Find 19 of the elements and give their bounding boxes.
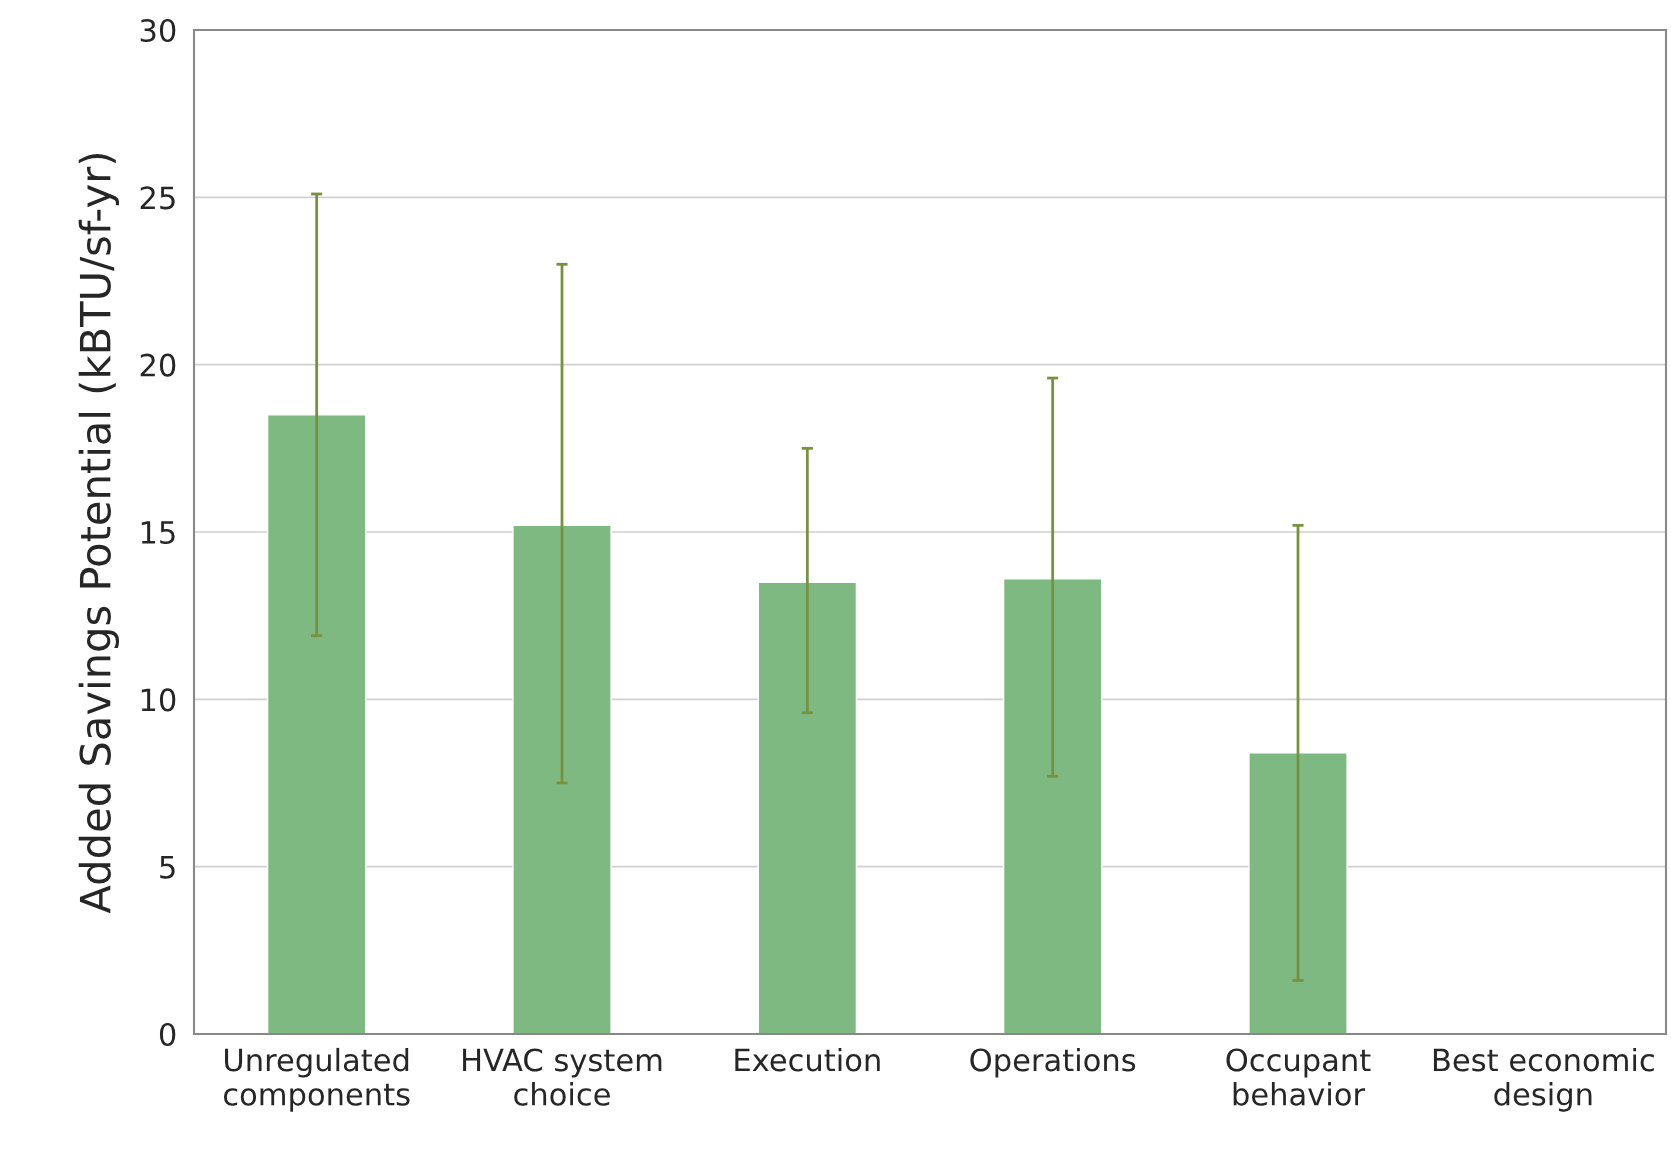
bar (757, 581, 858, 1034)
y-tick-label: 25 (140, 186, 175, 210)
y-tick-label: 20 (140, 353, 176, 377)
y-tick-label: 0 (159, 1022, 176, 1047)
bar (266, 414, 367, 1034)
x-tick-label: HVAC system choice (463, 1048, 662, 1106)
x-tick-label: Operations (970, 1047, 1136, 1078)
y-tick-label: 30 (140, 18, 176, 43)
y-tick-label: 10 (141, 688, 176, 712)
x-tick-label: Unregulated components (223, 1047, 410, 1112)
x-tick-label: Execution (735, 1047, 880, 1072)
y-tick-label: 5 (160, 856, 175, 879)
bar (512, 524, 612, 1034)
x-tick-label: Occupant behavior (1226, 1048, 1371, 1106)
y-axis-title: Added Savings Potential (kBTU/sf-yr) (78, 153, 120, 914)
x-tick-label: Best economic design (1433, 1047, 1654, 1112)
bar (1248, 752, 1348, 1034)
y-tick-label: 15 (141, 521, 175, 545)
bar (1002, 578, 1103, 1034)
